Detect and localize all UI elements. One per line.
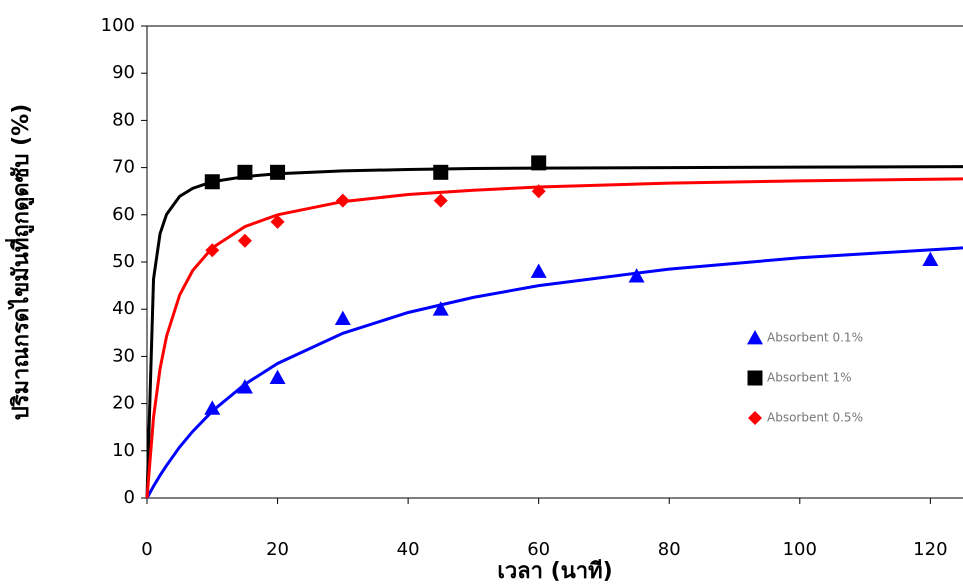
square-marker: [531, 155, 547, 171]
legend-label: Absorbent 0.5%: [767, 411, 863, 425]
y-tick-label: 50: [112, 251, 135, 272]
legend-label: Absorbent 0.1%: [767, 331, 863, 345]
triangle-marker: [269, 369, 286, 385]
diamond-marker: [531, 184, 546, 199]
y-tick-label: 90: [112, 62, 135, 83]
y-tick-label: 60: [112, 204, 135, 225]
square-marker: [433, 164, 449, 180]
square-marker: [270, 164, 286, 180]
x-tick-label: 0: [141, 539, 152, 560]
x-axis-label: เวลา (นาที): [497, 559, 612, 584]
triangle-marker: [530, 263, 547, 278]
legend-marker: [748, 411, 762, 425]
y-axis-label: ปริมาณกรดไขมันที่ถูกดูดซับ (%): [4, 104, 35, 421]
legend-marker: [747, 370, 763, 386]
x-tick-label: 80: [658, 539, 681, 560]
fit-curve: [145, 246, 963, 499]
x-tick-label: 20: [266, 539, 289, 560]
x-tick-label: 60: [527, 539, 550, 560]
diamond-marker: [335, 193, 350, 208]
y-tick-label: 30: [112, 345, 135, 366]
diamond-marker: [433, 193, 448, 208]
triangle-marker: [922, 251, 939, 267]
diamond-marker: [237, 233, 252, 248]
y-tick-label: 10: [112, 440, 135, 461]
triangle-marker: [334, 310, 351, 326]
fit-curve: [145, 165, 963, 499]
triangle-marker: [432, 301, 449, 316]
triangle-marker: [204, 400, 221, 415]
y-tick-label: 70: [112, 157, 135, 178]
triangle-marker: [628, 268, 645, 283]
y-tick-label: 0: [124, 487, 135, 508]
x-tick-label: 120: [913, 539, 947, 560]
y-tick-label: 80: [112, 109, 135, 130]
y-tick-label: 100: [101, 15, 135, 36]
legend-label: Absorbent 1%: [767, 371, 852, 385]
fit-curve: [145, 177, 963, 499]
triangle-marker: [236, 379, 253, 394]
square-marker: [204, 174, 220, 190]
x-tick-label: 40: [397, 539, 420, 560]
legend-marker: [747, 330, 763, 345]
diamond-marker: [270, 214, 285, 229]
y-tick-label: 20: [112, 393, 135, 414]
x-tick-label: 100: [783, 539, 817, 560]
diamond-marker: [205, 243, 220, 258]
square-marker: [237, 164, 253, 180]
y-tick-label: 40: [112, 298, 135, 319]
